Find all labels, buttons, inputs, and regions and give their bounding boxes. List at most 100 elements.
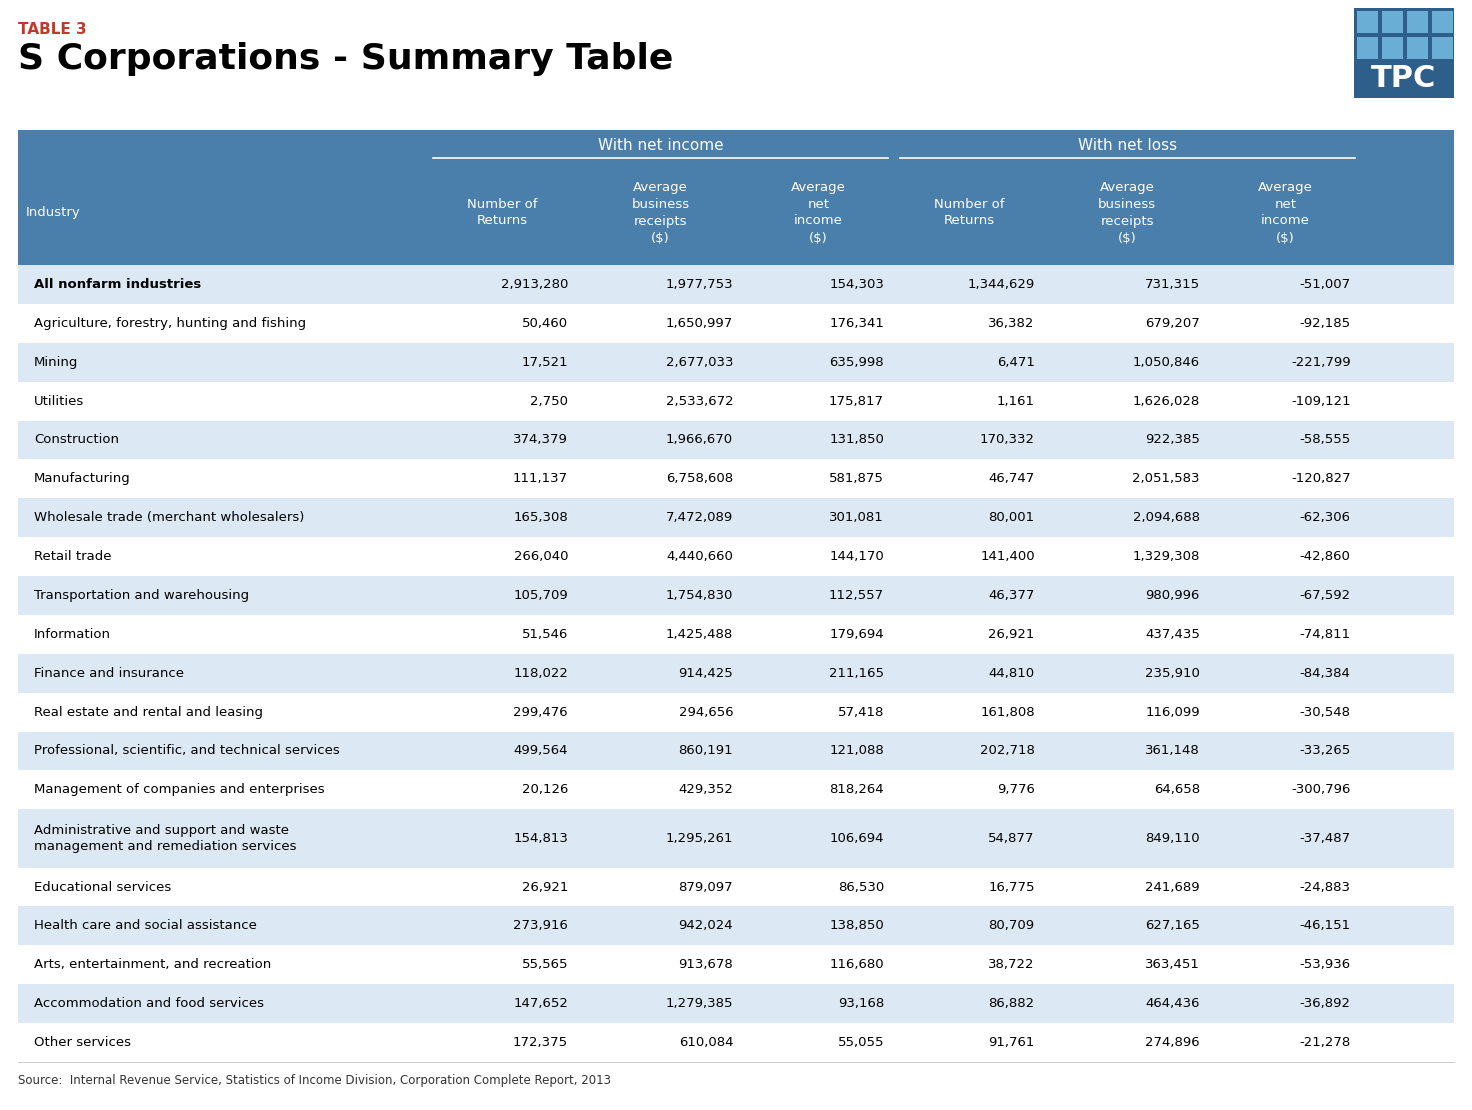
Text: Transportation and warehousing: Transportation and warehousing (34, 589, 249, 602)
Text: 627,165: 627,165 (1145, 919, 1200, 932)
Text: 147,652: 147,652 (514, 997, 568, 1010)
Text: Average
net
income
($): Average net income ($) (1259, 181, 1313, 244)
Text: -62,306: -62,306 (1300, 512, 1351, 524)
Text: 1,626,028: 1,626,028 (1132, 394, 1200, 407)
Text: 849,110: 849,110 (1145, 832, 1200, 845)
Text: 1,329,308: 1,329,308 (1132, 551, 1200, 563)
Text: 942,024: 942,024 (679, 919, 733, 932)
Text: 818,264: 818,264 (829, 784, 885, 796)
Text: TPC: TPC (1372, 63, 1437, 93)
Text: 16,775: 16,775 (988, 880, 1035, 894)
Text: 914,425: 914,425 (679, 667, 733, 679)
Text: 581,875: 581,875 (829, 473, 885, 485)
Text: 144,170: 144,170 (829, 551, 885, 563)
Text: 2,533,672: 2,533,672 (665, 394, 733, 407)
Text: -21,278: -21,278 (1300, 1036, 1351, 1049)
Text: 1,754,830: 1,754,830 (665, 589, 733, 602)
Text: 46,377: 46,377 (988, 589, 1035, 602)
FancyBboxPatch shape (18, 1023, 1454, 1062)
Text: Agriculture, forestry, hunting and fishing: Agriculture, forestry, hunting and fishi… (34, 316, 306, 330)
FancyBboxPatch shape (18, 985, 1454, 1023)
Text: -300,796: -300,796 (1291, 784, 1351, 796)
Text: Mining: Mining (34, 355, 78, 369)
Text: 86,530: 86,530 (838, 880, 885, 894)
Text: 879,097: 879,097 (679, 880, 733, 894)
Text: 116,099: 116,099 (1145, 706, 1200, 718)
Text: Number of
Returns: Number of Returns (468, 198, 537, 228)
Text: 46,747: 46,747 (989, 473, 1035, 485)
Text: 9,776: 9,776 (997, 784, 1035, 796)
Text: 179,694: 179,694 (829, 628, 885, 640)
Text: 1,650,997: 1,650,997 (665, 316, 733, 330)
Text: 55,565: 55,565 (521, 958, 568, 971)
Text: 138,850: 138,850 (829, 919, 885, 932)
Text: Finance and insurance: Finance and insurance (34, 667, 184, 679)
Text: 172,375: 172,375 (512, 1036, 568, 1049)
Text: 2,051,583: 2,051,583 (1132, 473, 1200, 485)
FancyBboxPatch shape (18, 654, 1454, 693)
FancyBboxPatch shape (18, 693, 1454, 731)
Text: -53,936: -53,936 (1300, 958, 1351, 971)
Text: S Corporations - Summary Table: S Corporations - Summary Table (18, 42, 673, 75)
Text: 202,718: 202,718 (980, 745, 1035, 757)
Text: -74,811: -74,811 (1300, 628, 1351, 640)
Text: 980,996: 980,996 (1145, 589, 1200, 602)
Text: Manufacturing: Manufacturing (34, 473, 131, 485)
FancyBboxPatch shape (1407, 11, 1428, 33)
Text: 176,341: 176,341 (829, 316, 885, 330)
Text: 91,761: 91,761 (988, 1036, 1035, 1049)
Text: 51,546: 51,546 (521, 628, 568, 640)
Text: -92,185: -92,185 (1300, 316, 1351, 330)
Text: 6,471: 6,471 (997, 355, 1035, 369)
FancyBboxPatch shape (18, 868, 1454, 907)
Text: -120,827: -120,827 (1291, 473, 1351, 485)
Text: 118,022: 118,022 (514, 667, 568, 679)
Text: 6,758,608: 6,758,608 (665, 473, 733, 485)
Text: 1,966,670: 1,966,670 (665, 433, 733, 446)
Text: 499,564: 499,564 (514, 745, 568, 757)
FancyBboxPatch shape (18, 130, 1454, 265)
Text: TABLE 3: TABLE 3 (18, 22, 87, 37)
Text: All nonfarm industries: All nonfarm industries (34, 278, 202, 291)
Text: 635,998: 635,998 (829, 355, 885, 369)
Text: 154,813: 154,813 (514, 832, 568, 845)
Text: 1,344,629: 1,344,629 (967, 278, 1035, 291)
Text: Number of
Returns: Number of Returns (935, 198, 1004, 228)
Text: 86,882: 86,882 (989, 997, 1035, 1010)
Text: 922,385: 922,385 (1145, 433, 1200, 446)
Text: 161,808: 161,808 (980, 706, 1035, 718)
FancyBboxPatch shape (18, 265, 1454, 304)
Text: 64,658: 64,658 (1154, 784, 1200, 796)
FancyBboxPatch shape (18, 537, 1454, 576)
Text: 1,425,488: 1,425,488 (665, 628, 733, 640)
Text: 2,750: 2,750 (530, 394, 568, 407)
Text: 464,436: 464,436 (1145, 997, 1200, 1010)
Text: With net income: With net income (598, 138, 723, 152)
Text: 437,435: 437,435 (1145, 628, 1200, 640)
FancyBboxPatch shape (18, 731, 1454, 770)
Text: Arts, entertainment, and recreation: Arts, entertainment, and recreation (34, 958, 271, 971)
FancyBboxPatch shape (1432, 38, 1453, 59)
Text: 274,896: 274,896 (1145, 1036, 1200, 1049)
Text: Accommodation and food services: Accommodation and food services (34, 997, 263, 1010)
Text: 106,694: 106,694 (829, 832, 885, 845)
Text: -84,384: -84,384 (1300, 667, 1351, 679)
FancyBboxPatch shape (18, 576, 1454, 615)
Text: 80,709: 80,709 (989, 919, 1035, 932)
FancyBboxPatch shape (18, 946, 1454, 985)
Text: 112,557: 112,557 (829, 589, 885, 602)
Text: 361,148: 361,148 (1145, 745, 1200, 757)
FancyBboxPatch shape (1382, 38, 1403, 59)
Text: -109,121: -109,121 (1291, 394, 1351, 407)
Text: 26,921: 26,921 (988, 628, 1035, 640)
Text: Construction: Construction (34, 433, 119, 446)
Text: 266,040: 266,040 (514, 551, 568, 563)
Text: Average
net
income
($): Average net income ($) (790, 181, 846, 244)
Text: Management of companies and enterprises: Management of companies and enterprises (34, 784, 325, 796)
Text: 610,084: 610,084 (679, 1036, 733, 1049)
Text: Wholesale trade (merchant wholesalers): Wholesale trade (merchant wholesalers) (34, 512, 305, 524)
Text: Source:  Internal Revenue Service, Statistics of Income Division, Corporation Co: Source: Internal Revenue Service, Statis… (18, 1074, 611, 1087)
Polygon shape (1354, 8, 1454, 98)
Text: 17,521: 17,521 (521, 355, 568, 369)
Text: With net loss: With net loss (1078, 138, 1178, 152)
